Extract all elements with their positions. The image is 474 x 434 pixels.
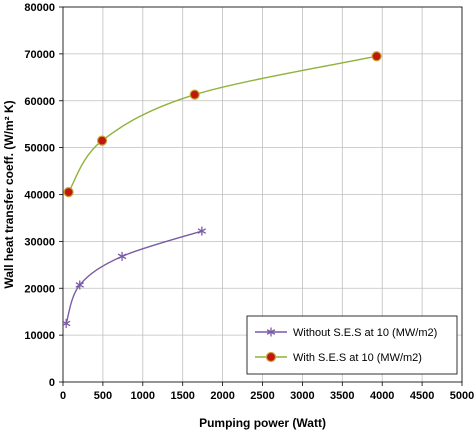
x-axis-title: Pumping power (Watt) <box>199 416 326 430</box>
legend: Without S.E.S at 10 (MW/m2) With S.E.S a… <box>246 315 458 375</box>
x-tick-label: 5000 <box>450 390 474 402</box>
y-tick-label: 60000 <box>24 96 55 108</box>
x-tick-label: 1500 <box>170 390 194 402</box>
y-tick-label: 0 <box>49 377 55 389</box>
axes <box>59 6 463 386</box>
y-tick-label: 20000 <box>24 283 55 295</box>
y-tick-label: 50000 <box>24 143 55 155</box>
data-point-with-ses <box>371 51 382 62</box>
x-tick-label: 3500 <box>330 390 354 402</box>
data-point-without-ses <box>61 318 71 328</box>
star-stroke <box>75 282 84 288</box>
y-tick-label: 40000 <box>24 190 55 202</box>
data-point-with-ses <box>63 187 74 198</box>
star-stroke <box>197 228 207 234</box>
y-axis-title: Wall heat transfer coeff. (W/m² K) <box>2 100 16 288</box>
data-point-without-ses <box>117 251 127 261</box>
plot-frame <box>62 6 463 383</box>
x-tick-label: 2000 <box>210 390 234 402</box>
star-stroke <box>61 320 71 327</box>
y-tick-label: 30000 <box>24 236 55 248</box>
x-tick-label: 4500 <box>410 390 434 402</box>
x-tick-label: 4000 <box>370 390 394 402</box>
x-tick-label: 500 <box>94 390 112 402</box>
y-tick-label: 10000 <box>24 330 55 342</box>
y-tick-label: 80000 <box>24 2 55 14</box>
legend-label-with-ses: With S.E.S at 10 (MW/m2) <box>293 352 422 364</box>
x-tick-label: 2500 <box>250 390 274 402</box>
x-tick-label: 1000 <box>131 390 155 402</box>
y-tick-label: 70000 <box>24 49 55 61</box>
legend-symbol-without-ses <box>255 327 287 337</box>
series-line-with-ses <box>67 55 377 193</box>
data-point-without-ses <box>197 226 207 236</box>
data-point-without-ses <box>75 280 84 290</box>
legend-marker <box>266 327 276 337</box>
star-stroke <box>266 329 276 335</box>
data-point-with-ses <box>97 135 108 146</box>
legend-symbol-with-ses <box>255 351 287 363</box>
x-tick-label: 3000 <box>290 390 314 402</box>
legend-label-without-ses: Without S.E.S at 10 (MW/m2) <box>293 327 437 339</box>
series-line-without-ses <box>65 230 203 324</box>
star-stroke <box>117 253 127 260</box>
x-tick-label: 0 <box>60 390 66 402</box>
legend-box <box>246 315 458 375</box>
data-point-with-ses <box>189 89 200 100</box>
series-group <box>61 51 382 328</box>
tick-labels: 0 500 1000 1500 2000 2500 3000 3500 4000 4500 5000… <box>24 2 474 402</box>
legend-marker <box>265 351 277 363</box>
